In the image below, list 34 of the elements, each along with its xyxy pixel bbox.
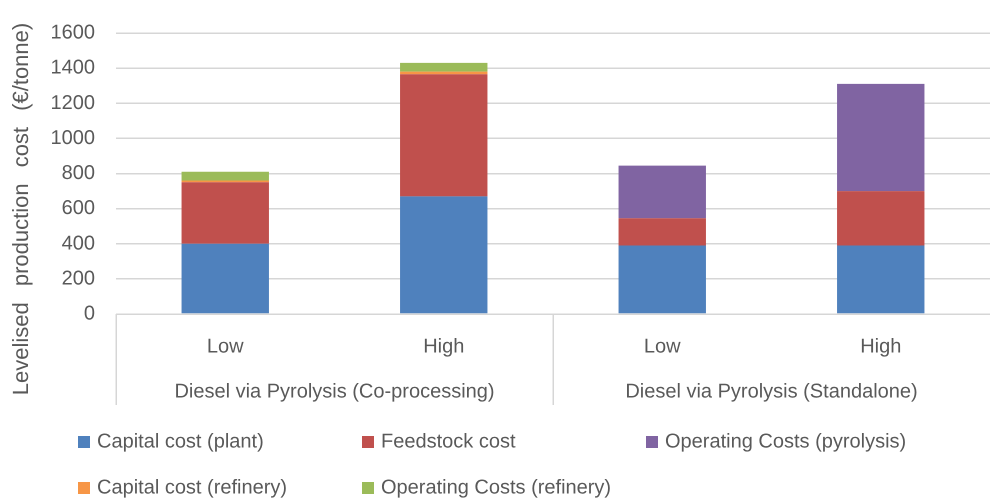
text: Diesel via Pyrolysis (Co-processing): [174, 380, 495, 403]
bar: [837, 246, 924, 314]
legend-label: Operating Costs (refinery): [381, 476, 612, 499]
text: Diesel via Pyrolysis (Standalone): [625, 380, 918, 403]
bar: [182, 182, 269, 244]
y-tick-label: 400: [62, 232, 95, 254]
bar: [618, 166, 706, 218]
x-tick-label: High: [423, 336, 464, 358]
x-tick-label: Low: [206, 336, 244, 358]
y-axis-title: Levelised production cost (€/tonne): [8, 22, 34, 396]
y-tick-label: 600: [62, 197, 95, 220]
legend-label: Capital cost (refinery): [97, 476, 288, 499]
bar: [618, 218, 706, 246]
bar: [400, 62, 488, 72]
bar: [400, 72, 488, 74]
bar: [182, 244, 269, 314]
y-tick-label: 0: [84, 302, 95, 325]
bar: [837, 191, 924, 246]
bar: [837, 84, 924, 192]
y-tick-label: 1600: [50, 22, 95, 44]
x-tick-label: High: [860, 336, 902, 358]
y-tick-label: 1200: [50, 92, 95, 114]
bar: [400, 196, 488, 314]
y-tick-label: 1400: [50, 56, 95, 79]
x-tick-label: Low: [644, 336, 682, 358]
bar: [618, 246, 706, 314]
y-tick-label: 1000: [50, 126, 95, 149]
bar: [182, 172, 269, 181]
bar: [400, 74, 488, 196]
legend-label: Operating Costs (pyrolysis): [665, 430, 906, 453]
y-tick-label: 200: [62, 267, 95, 290]
legend-label: Feedstock cost: [381, 430, 516, 453]
y-tick-label: 800: [62, 162, 95, 184]
legend-label: Capital cost (plant): [97, 430, 264, 453]
